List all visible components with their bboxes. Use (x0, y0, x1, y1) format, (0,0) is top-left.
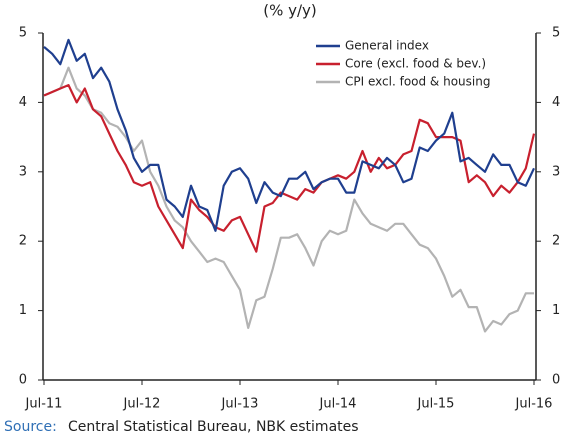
chart-title: (% y/y) (263, 2, 317, 20)
y2-tick-label: 2 (552, 234, 560, 249)
x-tick-label: Jul-16 (515, 397, 553, 412)
series-line (43, 38, 535, 232)
series-line (43, 66, 534, 333)
legend-label: Core (excl. food & bev.) (345, 57, 486, 71)
y-tick-label: 2 (19, 234, 27, 249)
legend-label: General index (345, 39, 429, 53)
y2-tick-label: 3 (552, 164, 560, 179)
y2-tick-label: 5 (552, 26, 560, 41)
x-tick-label: Jul-13 (221, 397, 259, 412)
y-tick-label: 1 (19, 303, 27, 318)
y-tick-label: 3 (19, 164, 27, 179)
y-tick-label: 0 (19, 373, 27, 388)
y2-tick-label: 0 (552, 373, 560, 388)
y-tick-label: 4 (19, 95, 27, 110)
series-line (43, 84, 536, 253)
y2-tick-label: 1 (552, 303, 560, 318)
x-tick-label: Jul-12 (123, 397, 161, 412)
y-tick-label: 5 (19, 26, 27, 41)
source: Central Statistical Bureau, NBK estimate… (68, 419, 359, 435)
x-tick-label: Jul-11 (25, 397, 63, 412)
source-label: Source: (4, 419, 57, 435)
y2-tick-label: 4 (552, 95, 560, 110)
x-tick-label: Jul-15 (417, 397, 455, 412)
x-tick-label: Jul-14 (319, 397, 357, 412)
legend-label: CPI excl. food & housing (345, 75, 490, 89)
